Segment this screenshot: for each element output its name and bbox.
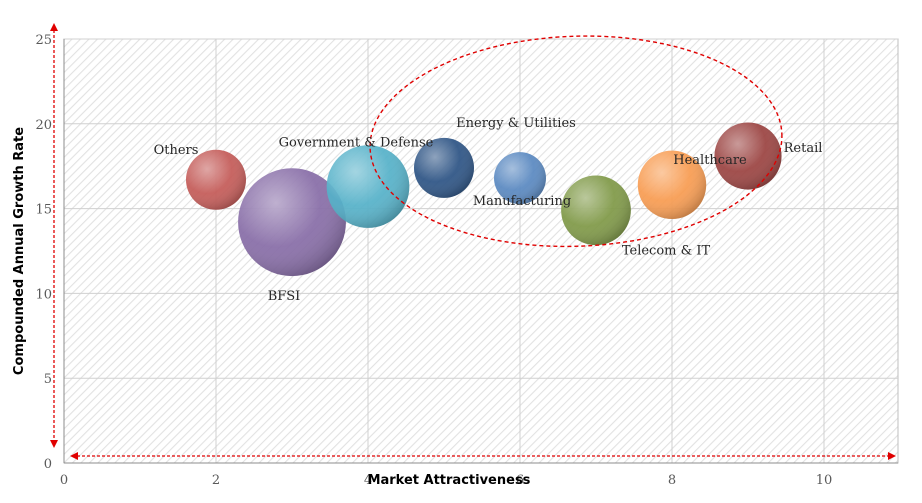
y-axis-title: Compounded Annual Growth Rate xyxy=(12,127,27,375)
bubbles xyxy=(186,122,782,277)
x-tick-label: 10 xyxy=(816,473,833,488)
bubble-shade-others xyxy=(186,149,246,210)
plot-area xyxy=(63,38,899,464)
x-tick-label: 2 xyxy=(212,473,220,488)
bubble-shade-energy-utilities xyxy=(414,137,474,198)
label-manufacturing: Manufacturing xyxy=(473,194,571,209)
x-tick-label: 6 xyxy=(516,473,524,488)
y-tick-label: 0 xyxy=(44,457,52,472)
label-bfsi: BFSI xyxy=(268,289,301,304)
axes: 0 5 10 15 20 25 0 2 4 6 8 10 xyxy=(35,33,898,488)
bubble-shade-manufacturing xyxy=(494,152,546,205)
x-tick-label: 8 xyxy=(668,473,676,488)
y-tick-label: 25 xyxy=(35,33,52,48)
label-healthcare: Healthcare xyxy=(673,153,747,168)
y-tick-label: 15 xyxy=(35,203,52,218)
x-tick-label: 0 xyxy=(60,473,68,488)
label-energy-utilities: Energy & Utilities xyxy=(456,116,576,131)
y-tick-label: 5 xyxy=(44,372,52,387)
label-telecom-it: Telecom & IT xyxy=(622,243,711,258)
bubble-shade-government-defense xyxy=(326,145,410,228)
bubble-shade-telecom-it xyxy=(561,175,631,246)
x-axis-title: Market Attractiveness xyxy=(368,473,531,488)
annotations xyxy=(50,23,896,460)
y-tick-label: 10 xyxy=(35,287,52,302)
bubble-shade-retail xyxy=(714,122,782,190)
label-government-defense: Government & Defense xyxy=(279,136,434,151)
x-tick-label: 4 xyxy=(364,473,372,488)
bubble-shade-bfsi xyxy=(238,168,346,277)
grid-lines xyxy=(64,38,898,463)
bubble-labels: Others BFSI Government & Defense Energy & U… xyxy=(154,116,823,304)
label-others: Others xyxy=(154,143,199,158)
label-retail: Retail xyxy=(784,141,823,156)
y-tick-label: 20 xyxy=(35,118,52,133)
highlight-ellipse xyxy=(369,35,783,248)
bubble-shade-healthcare xyxy=(637,150,707,220)
